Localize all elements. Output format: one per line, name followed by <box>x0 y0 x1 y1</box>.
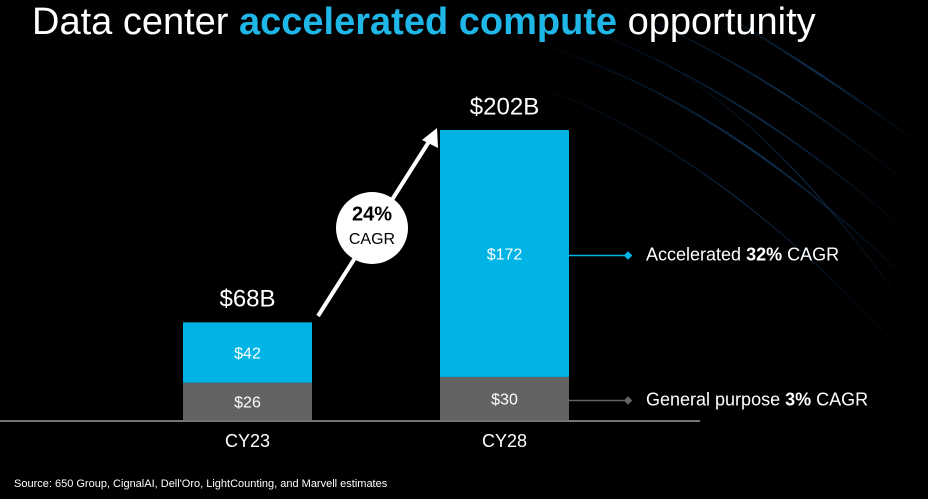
cagr-circle <box>336 192 408 264</box>
legend-cagr-word: CAGR <box>787 244 839 264</box>
legend-name: Accelerated <box>646 244 741 264</box>
value-label: $30 <box>491 392 518 409</box>
cagr-word: CAGR <box>349 231 395 248</box>
total-label: $68B <box>219 286 275 313</box>
chart-title: Data center accelerated compute opportun… <box>32 1 816 43</box>
title-highlight: accelerated compute <box>239 1 617 43</box>
legend-diamond <box>623 396 633 405</box>
bar-segment <box>440 130 569 377</box>
arrow-head <box>422 128 438 148</box>
title-part: opportunity <box>628 1 816 43</box>
bar-segment <box>183 322 312 383</box>
legend-entry: Accelerated 32% CAGR <box>646 244 839 264</box>
bar-segment <box>183 382 312 420</box>
value-label: $42 <box>234 346 261 363</box>
overall-cagr: 24% <box>352 203 392 225</box>
title-part: Data center <box>32 1 229 43</box>
legend-cagr: 32% <box>746 244 782 264</box>
x-tick-label: CY28 <box>482 431 527 451</box>
legend-cagr: 3% <box>785 389 811 409</box>
bar-segment <box>440 376 569 420</box>
x-tick-label: CY23 <box>225 431 270 451</box>
decoration <box>479 0 928 381</box>
legend-entry: General purpose 3% CAGR <box>646 389 868 409</box>
value-label: $172 <box>487 247 523 264</box>
source: Source: 650 Group, CignalAI, Dell'Oro, L… <box>14 478 388 490</box>
total-label: $202B <box>470 93 539 120</box>
legend-cagr-word: CAGR <box>816 389 868 409</box>
value-label: $26 <box>234 395 261 412</box>
legend-name: General purpose <box>646 389 780 409</box>
